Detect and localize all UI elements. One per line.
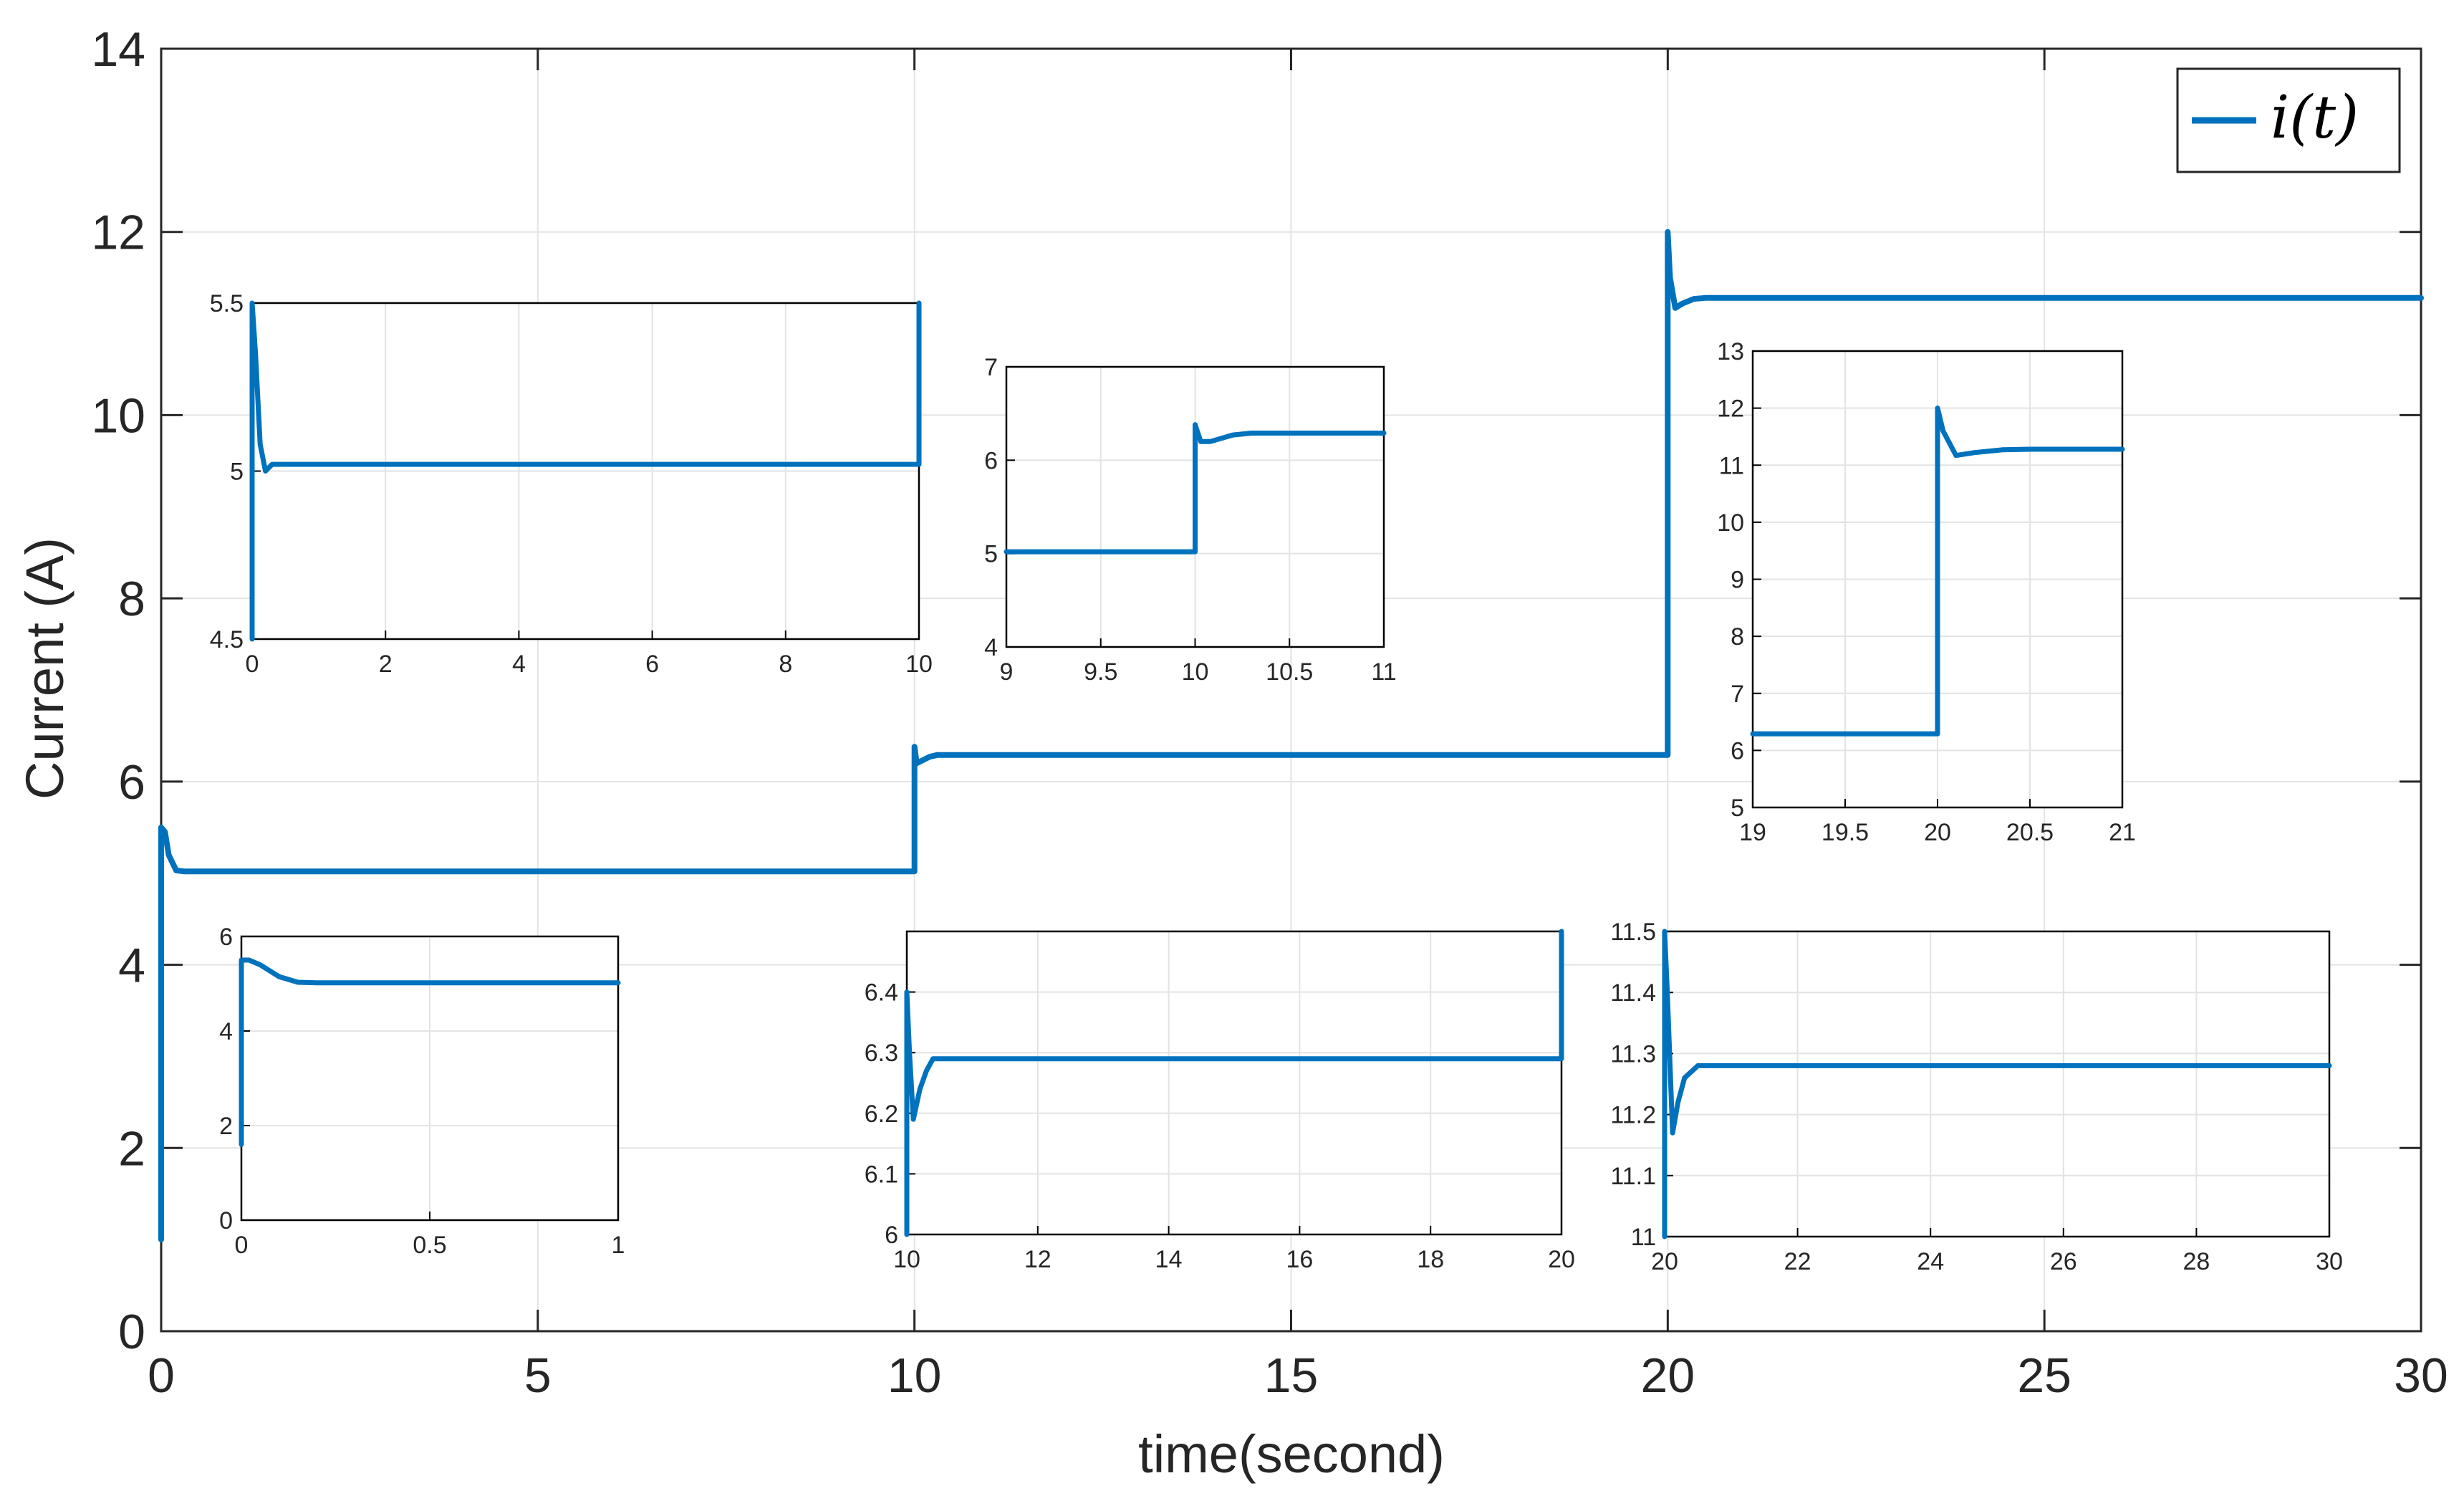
inset-x-tick-label: 10 bbox=[893, 1246, 920, 1273]
inset-y-tick-label: 4.5 bbox=[210, 626, 244, 653]
y-axis-label: Current (A) bbox=[15, 537, 74, 800]
y-tick-label: 14 bbox=[91, 22, 145, 77]
inset-x-tick-label: 22 bbox=[1784, 1248, 1811, 1275]
inset-x-tick-label: 10 bbox=[1182, 658, 1209, 686]
inset-y-tick-label: 7 bbox=[984, 354, 998, 381]
inset-x-tick-label: 9.5 bbox=[1084, 658, 1117, 686]
inset-x-tick-label: 0 bbox=[246, 651, 259, 678]
inset-x-tick-label: 9 bbox=[1000, 658, 1014, 686]
inset-x-tick-label: 14 bbox=[1155, 1246, 1183, 1273]
inset-series-line bbox=[1004, 422, 1387, 555]
inset-x-tick-label: 28 bbox=[2183, 1248, 2210, 1275]
inset-x-tick-label: 19 bbox=[1739, 819, 1766, 846]
inset-x-tick-label: 30 bbox=[2316, 1248, 2343, 1275]
inset-series-line bbox=[1662, 929, 2332, 1239]
inset-y-tick-label: 11.1 bbox=[1610, 1163, 1656, 1190]
inset-y-tick-label: 6 bbox=[885, 1222, 898, 1249]
inset-y-tick-label: 11 bbox=[1719, 452, 1744, 479]
inset-y-tick-label: 7 bbox=[1731, 681, 1744, 708]
inset-background bbox=[1665, 931, 2329, 1237]
legend-box bbox=[2176, 67, 2401, 173]
inset-f: 20 22 24 26 28 30 11 11.1 11.2 11.3 11.4 11.5 bbox=[1610, 919, 2343, 1275]
x-axis-label: time(second) bbox=[1138, 1424, 1445, 1484]
inset-background bbox=[907, 931, 1561, 1234]
inset-x-tick-label: 20 bbox=[1924, 819, 1951, 846]
inset-x-tick-label: 24 bbox=[1917, 1248, 1944, 1275]
inset-y-tick-label: 11.3 bbox=[1610, 1040, 1656, 1068]
y-tick-label: 8 bbox=[118, 572, 145, 626]
y-tick-label: 4 bbox=[118, 939, 145, 993]
inset-x-tick-label: 2 bbox=[379, 651, 393, 678]
inset-x-tick-label: 0 bbox=[235, 1232, 249, 1259]
inset-x-tick-label: 26 bbox=[2050, 1248, 2077, 1275]
inset-x-tick-label: 8 bbox=[779, 651, 792, 678]
inset-series-line bbox=[249, 300, 922, 642]
x-tick-label: 20 bbox=[1641, 1348, 1695, 1403]
inset-x-tick-label: 20 bbox=[1548, 1246, 1575, 1273]
inset-x-tick-label: 16 bbox=[1286, 1246, 1313, 1273]
series-line-i-t bbox=[158, 229, 2424, 1243]
legend: i(t) bbox=[2176, 67, 2401, 173]
y-tick-label: 10 bbox=[91, 388, 145, 443]
inset-x-tick-label: 0.5 bbox=[413, 1232, 446, 1259]
inset-y-tick-label: 12 bbox=[1717, 395, 1744, 423]
inset-y-tick-label: 5.5 bbox=[210, 290, 244, 317]
inset-y-tick-label: 6.3 bbox=[865, 1040, 898, 1067]
inset-x-tick-label: 11 bbox=[1371, 658, 1396, 686]
inset-y-tick-label: 6 bbox=[219, 924, 233, 951]
legend-label: i(t) bbox=[2271, 84, 2359, 152]
inset-y-tick-label: 6 bbox=[984, 447, 998, 474]
x-tick-label: 0 bbox=[148, 1348, 175, 1403]
inset-series-line bbox=[239, 957, 621, 1147]
x-tick-label: 30 bbox=[2394, 1348, 2448, 1403]
x-tick-label: 10 bbox=[887, 1348, 942, 1403]
inset-e: 10 12 14 16 18 20 6 6.1 6.2 6.3 6.4 bbox=[865, 929, 1575, 1273]
inset-y-tick-label: 4 bbox=[219, 1018, 233, 1045]
inset-y-tick-label: 4 bbox=[984, 634, 998, 661]
x-tick-label: 15 bbox=[1264, 1348, 1319, 1403]
inset-x-tick-label: 1 bbox=[612, 1232, 625, 1259]
inset-y-tick-label: 2 bbox=[219, 1113, 233, 1140]
y-tick-label: 6 bbox=[118, 755, 145, 810]
inset-y-tick-label: 5 bbox=[230, 459, 244, 486]
inset-x-tick-label: 21 bbox=[2109, 819, 2136, 846]
inset-y-tick-label: 8 bbox=[1731, 623, 1744, 651]
inset-y-tick-label: 6.1 bbox=[865, 1161, 898, 1188]
inset-x-tick-label: 4 bbox=[512, 651, 526, 678]
inset-a: 0 2 4 6 8 10 4.5 5 5.5 bbox=[210, 290, 933, 678]
y-tick-label: 12 bbox=[91, 206, 145, 260]
inset-x-tick-label: 6 bbox=[645, 651, 659, 678]
inset-x-tick-label: 18 bbox=[1417, 1246, 1444, 1273]
inset-x-tick-label: 10 bbox=[905, 651, 933, 678]
inset-y-tick-label: 5 bbox=[984, 541, 998, 568]
inset-series-line bbox=[1750, 406, 2125, 737]
inset-y-tick-label: 13 bbox=[1717, 338, 1744, 365]
inset-d: 0 0.5 1 0 2 4 6 bbox=[219, 924, 625, 1259]
y-tick-label: 0 bbox=[118, 1305, 145, 1359]
inset-y-tick-label: 10 bbox=[1717, 509, 1744, 537]
inset-y-tick-label: 11.2 bbox=[1610, 1102, 1656, 1129]
inset-x-tick-label: 12 bbox=[1024, 1246, 1051, 1273]
inset-x-tick-label: 10.5 bbox=[1266, 658, 1313, 686]
inset-b: 9 9.5 10 10.5 11 4 5 6 7 bbox=[984, 354, 1397, 686]
inset-y-tick-label: 5 bbox=[1731, 795, 1744, 822]
y-tick-label: 2 bbox=[118, 1121, 145, 1176]
x-tick-label: 25 bbox=[2017, 1348, 2071, 1403]
x-tick-label: 5 bbox=[524, 1348, 552, 1403]
inset-y-tick-label: 11 bbox=[1631, 1224, 1656, 1251]
inset-y-tick-label: 11.5 bbox=[1610, 919, 1656, 946]
inset-x-tick-label: 20 bbox=[1651, 1248, 1678, 1275]
inset-y-tick-label: 9 bbox=[1731, 567, 1744, 594]
inset-c: 19 19.5 20 20.5 21 5 6 7 8 9 10 11 12 13 bbox=[1717, 338, 2136, 846]
inset-x-tick-label: 19.5 bbox=[1821, 819, 1869, 846]
inset-y-tick-label: 0 bbox=[219, 1207, 233, 1234]
inset-y-tick-label: 6 bbox=[1731, 737, 1744, 764]
inset-series-line bbox=[904, 929, 1564, 1237]
inset-x-tick-label: 20.5 bbox=[2006, 819, 2054, 846]
inset-y-tick-label: 6.2 bbox=[865, 1100, 898, 1128]
inset-y-tick-label: 6.4 bbox=[865, 979, 898, 1007]
inset-y-tick-label: 11.4 bbox=[1610, 979, 1656, 1007]
